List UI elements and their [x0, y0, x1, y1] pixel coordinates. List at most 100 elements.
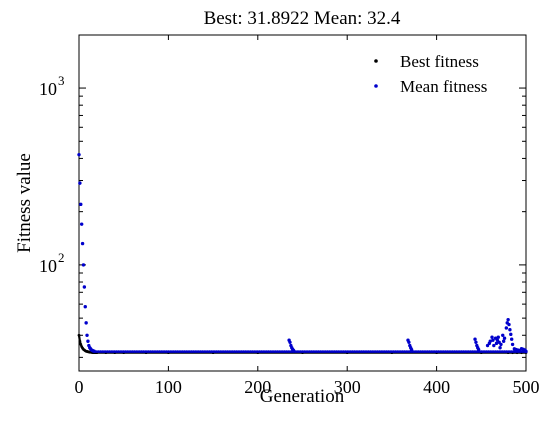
mean-baseline-point [451, 350, 454, 353]
mean-baseline-point [437, 350, 440, 353]
mean-baseline-point [387, 350, 390, 353]
mean-fitness-point [473, 337, 477, 341]
mean-baseline-point [324, 350, 328, 353]
mean-baseline-point [404, 350, 408, 353]
mean-baseline-point [467, 350, 471, 353]
mean-baseline-point [471, 350, 474, 353]
mean-baseline-point [431, 350, 435, 353]
mean-baseline-point [360, 350, 363, 353]
mean-fitness-point [524, 349, 528, 354]
mean-baseline-point [269, 350, 272, 353]
mean-fitness-point [506, 317, 510, 322]
mean-baseline-point [115, 350, 118, 353]
mean-fitness-point [84, 321, 88, 325]
mean-baseline-point [465, 350, 469, 353]
mean-baseline-point [308, 350, 311, 353]
x-axis-ticks: 0 100 200 300 400 500 [75, 35, 540, 397]
mean-baseline-point [342, 350, 345, 353]
mean-fitness-point [81, 263, 86, 267]
mean-baseline-point [111, 350, 115, 353]
mean-baseline-point [118, 350, 122, 353]
mean-baseline-point [197, 350, 201, 353]
mean-baseline-point [193, 350, 197, 353]
x-tick-label: 400 [423, 377, 450, 397]
mean-baseline-point [435, 350, 438, 353]
mean-baseline-point [320, 350, 324, 353]
mean-baseline-point [99, 350, 102, 353]
mean-baseline-point [211, 350, 215, 353]
mean-baseline-point [333, 350, 336, 353]
mean-baseline-point [172, 350, 176, 353]
mean-baseline-point [388, 350, 392, 353]
mean-baseline-point [184, 350, 188, 353]
mean-baseline-point [392, 350, 395, 353]
mean-baseline-point [233, 350, 236, 353]
mean-baseline-point [147, 350, 151, 353]
mean-fitness-point [492, 343, 496, 348]
mean-baseline-point [428, 350, 431, 353]
mean-baseline-point [480, 350, 483, 353]
mean-fitness-point [490, 335, 494, 339]
mean-baseline-point [446, 350, 449, 353]
mean-baseline-point [218, 350, 222, 353]
mean-baseline-point [138, 350, 142, 353]
mean-baseline-point [156, 350, 159, 353]
mean-fitness-point [409, 347, 414, 352]
mean-fitness-point [77, 152, 81, 157]
mean-fitness-point [79, 202, 83, 207]
mean-baseline-point [183, 350, 186, 353]
mean-fitness-point [92, 349, 96, 353]
mean-baseline-point [506, 350, 510, 353]
mean-fitness-point [507, 322, 511, 327]
mean-baseline-point [295, 350, 299, 353]
mean-fitness-point [499, 342, 503, 347]
mean-baseline-point [367, 350, 370, 353]
mean-baseline-point [251, 350, 254, 353]
mean-baseline-point [140, 350, 143, 353]
mean-baseline-point [490, 350, 494, 353]
mean-baseline-point [499, 350, 503, 353]
mean-fitness-point [501, 333, 505, 337]
mean-baseline-point [369, 350, 372, 353]
mean-baseline-point [213, 350, 217, 353]
mean-baseline-point [336, 350, 340, 353]
mean-baseline-point [229, 350, 233, 353]
series-mean-fitness [77, 152, 528, 354]
mean-baseline-point [276, 350, 279, 353]
mean-baseline-point [353, 350, 356, 353]
mean-baseline-point [120, 350, 124, 353]
mean-baseline-point [311, 350, 315, 353]
mean-baseline-point [463, 350, 467, 353]
mean-baseline-point [328, 350, 331, 353]
mean-baseline-point [419, 350, 422, 353]
y-tick-label: 10 [39, 256, 57, 276]
mean-baseline-point [267, 350, 270, 353]
mean-baseline-point [356, 350, 360, 353]
mean-baseline-point [322, 350, 326, 353]
mean-baseline-point [224, 350, 227, 353]
mean-baseline-point [127, 350, 131, 353]
mean-baseline-point [179, 350, 183, 353]
mean-baseline-point [285, 350, 288, 353]
mean-fitness-point [86, 339, 90, 343]
mean-baseline-point [481, 350, 485, 353]
mean-baseline-point [420, 350, 424, 353]
mean-baseline-point [201, 350, 204, 353]
mean-baseline-point [204, 350, 208, 353]
mean-baseline-point [136, 350, 140, 353]
mean-baseline-point [394, 350, 397, 353]
mean-baseline-point [220, 350, 224, 353]
mean-baseline-point [252, 350, 256, 353]
mean-baseline-point [133, 350, 136, 353]
mean-baseline-point [344, 350, 347, 353]
mean-baseline-point [168, 350, 172, 353]
mean-baseline-point [383, 350, 387, 353]
mean-baseline-point [456, 350, 460, 353]
mean-baseline-point [374, 350, 378, 353]
mean-fitness-point [288, 340, 292, 344]
mean-baseline-point [245, 350, 249, 353]
mean-baseline-point [165, 350, 168, 353]
mean-baseline-point [247, 350, 251, 353]
mean-fitness-point [510, 342, 515, 347]
mean-baseline-point [113, 350, 117, 353]
